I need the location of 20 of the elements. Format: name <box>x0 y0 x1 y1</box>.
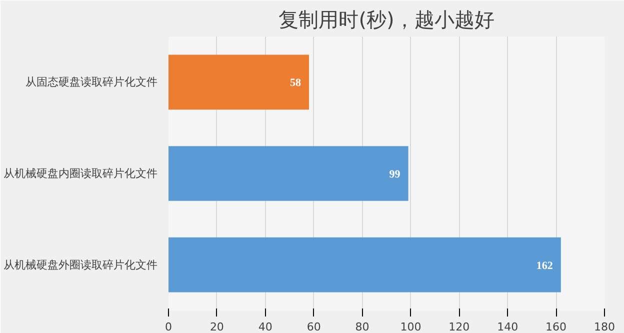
data-label: 58 <box>290 77 302 90</box>
x-tick-label: 40 <box>258 320 272 333</box>
x-tick-label: 120 <box>448 320 470 333</box>
bar <box>168 54 309 110</box>
x-tick-label: 160 <box>546 320 567 333</box>
bar <box>168 146 408 201</box>
y-tick-label: 从固态硬盘读取碎片化文件 <box>26 76 158 89</box>
y-tick-label: 从机械硬盘内圈读取碎片化文件 <box>4 167 158 180</box>
chart-title: 复制用时(秒)，越小越好 <box>278 8 494 32</box>
bar <box>168 237 561 292</box>
x-tick-label: 60 <box>306 320 321 333</box>
x-tick-label: 0 <box>165 320 172 333</box>
x-tick-label: 140 <box>497 320 518 333</box>
data-label: 162 <box>536 260 554 272</box>
data-label: 99 <box>389 168 401 180</box>
x-tick-label: 20 <box>210 320 224 333</box>
x-tick-label: 180 <box>594 320 615 333</box>
x-tick-label: 80 <box>355 320 370 333</box>
x-tick-label: 100 <box>400 320 422 333</box>
y-tick-label: 从机械硬盘外圈读取碎片化文件 <box>4 258 158 272</box>
